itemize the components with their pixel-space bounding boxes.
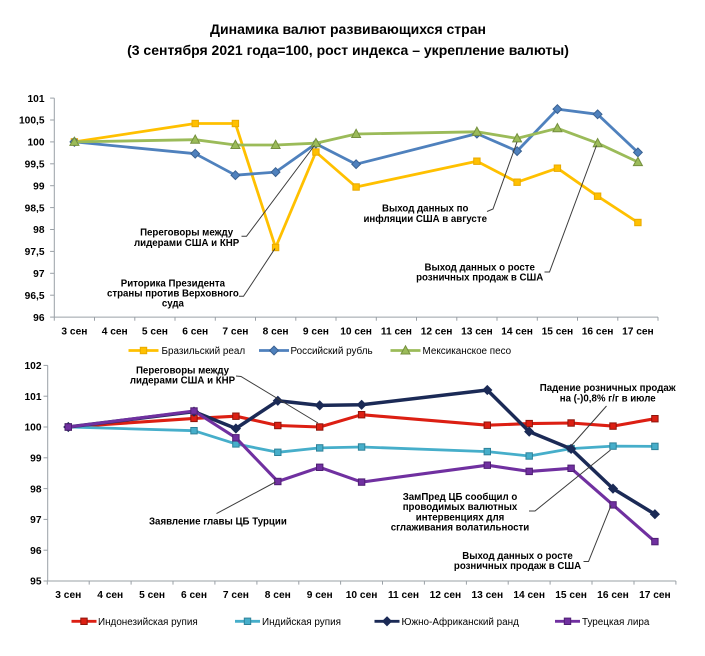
svg-text:Переговоры между: Переговоры между	[140, 228, 234, 239]
svg-text:12 сен: 12 сен	[421, 327, 453, 338]
svg-text:Риторика Президента: Риторика Президента	[121, 278, 226, 289]
svg-text:8 сен: 8 сен	[265, 590, 291, 601]
svg-text:Мексиканское песо: Мексиканское песо	[423, 346, 512, 357]
svg-text:98: 98	[30, 484, 42, 495]
svg-text:14 сен: 14 сен	[501, 327, 533, 338]
svg-text:4 сен: 4 сен	[102, 327, 128, 338]
svg-text:интервенциях для: интервенциях для	[416, 512, 505, 523]
svg-text:15 сен: 15 сен	[542, 327, 574, 338]
svg-text:96,5: 96,5	[25, 291, 45, 302]
svg-text:98: 98	[33, 225, 45, 236]
svg-text:11 сен: 11 сен	[381, 327, 412, 338]
svg-text:страны против Верховного: страны против Верховного	[107, 288, 239, 299]
svg-text:95: 95	[30, 577, 42, 588]
svg-text:98,5: 98,5	[25, 203, 45, 214]
svg-text:97: 97	[33, 269, 45, 280]
svg-text:5 сен: 5 сен	[139, 590, 165, 601]
svg-text:102: 102	[25, 361, 42, 372]
svg-text:Российский рубль: Российский рубль	[291, 346, 373, 357]
svg-text:лидерами США и КНР: лидерами США и КНР	[134, 238, 240, 249]
svg-text:12 сен: 12 сен	[430, 590, 462, 601]
svg-text:на (-)0,8% г/г в июле: на (-)0,8% г/г в июле	[560, 393, 656, 404]
svg-text:16 сен: 16 сен	[597, 590, 629, 601]
svg-text:Выход данных о росте: Выход данных о росте	[424, 262, 535, 273]
svg-text:лидерами США и КНР: лидерами США и КНР	[130, 376, 236, 387]
svg-text:99,5: 99,5	[25, 160, 45, 171]
svg-text:Индийская рупия: Индийская рупия	[262, 617, 341, 628]
svg-text:суда: суда	[162, 298, 185, 309]
svg-text:инфляции США в августе: инфляции США в августе	[363, 214, 487, 225]
svg-text:99: 99	[30, 454, 42, 465]
svg-text:97: 97	[30, 515, 42, 526]
svg-text:9 сен: 9 сен	[307, 590, 333, 601]
svg-text:4 сен: 4 сен	[97, 590, 123, 601]
svg-text:100: 100	[28, 138, 45, 149]
svg-text:17 сен: 17 сен	[639, 590, 671, 601]
svg-text:13 сен: 13 сен	[461, 327, 493, 338]
svg-text:Выход данных по: Выход данных по	[382, 204, 468, 215]
svg-text:16 сен: 16 сен	[582, 327, 614, 338]
svg-text:101: 101	[25, 392, 42, 403]
svg-text:101: 101	[28, 94, 45, 105]
svg-text:100: 100	[25, 423, 42, 434]
svg-text:сглаживания волатильности: сглаживания волатильности	[391, 523, 530, 534]
svg-text:розничных продаж в США: розничных продаж в США	[416, 273, 543, 284]
svg-text:17 сен: 17 сен	[622, 327, 654, 338]
svg-text:5 сен: 5 сен	[142, 327, 168, 338]
svg-text:Турецкая лира: Турецкая лира	[582, 617, 650, 628]
svg-text:11 сен: 11 сен	[388, 590, 419, 601]
svg-text:Переговоры между: Переговоры между	[136, 365, 230, 376]
svg-text:Заявление главы ЦБ Турции: Заявление главы ЦБ Турции	[149, 517, 287, 528]
svg-text:Падение розничных продаж: Падение розничных продаж	[540, 383, 676, 394]
svg-text:15 сен: 15 сен	[555, 590, 587, 601]
svg-text:(3 сентября 2021 года=100, рос: (3 сентября 2021 года=100, рост индекса …	[127, 42, 569, 58]
svg-text:96: 96	[33, 313, 45, 324]
svg-text:14 сен: 14 сен	[513, 590, 545, 601]
svg-text:13 сен: 13 сен	[471, 590, 503, 601]
svg-text:3 сен: 3 сен	[55, 590, 81, 601]
svg-text:7 сен: 7 сен	[223, 590, 249, 601]
svg-text:97,5: 97,5	[25, 247, 45, 258]
svg-text:ЗамПред ЦБ сообщил о: ЗамПред ЦБ сообщил о	[403, 492, 518, 503]
svg-text:Выход данных о росте: Выход данных о росте	[462, 551, 573, 562]
svg-text:7 сен: 7 сен	[222, 327, 248, 338]
svg-text:Южно-Африканский ранд: Южно-Африканский ранд	[402, 617, 520, 628]
svg-text:100,5: 100,5	[19, 116, 45, 127]
svg-text:Динамика валют развивающихся с: Динамика валют развивающихся стран	[210, 21, 486, 37]
svg-text:Бразильский реал: Бразильский реал	[162, 346, 246, 357]
svg-text:6 сен: 6 сен	[181, 590, 207, 601]
svg-text:8 сен: 8 сен	[263, 327, 289, 338]
svg-text:99: 99	[33, 181, 45, 192]
svg-text:Индонезийская рупия: Индонезийская рупия	[98, 617, 198, 628]
svg-text:10 сен: 10 сен	[346, 590, 378, 601]
svg-text:розничных продаж в США: розничных продаж в США	[454, 561, 581, 572]
svg-text:9 сен: 9 сен	[303, 327, 329, 338]
svg-text:проводимых валютных: проводимых валютных	[403, 502, 518, 513]
svg-text:96: 96	[30, 546, 42, 557]
svg-text:10 сен: 10 сен	[340, 327, 372, 338]
svg-text:3 сен: 3 сен	[61, 327, 87, 338]
svg-text:6 сен: 6 сен	[182, 327, 208, 338]
